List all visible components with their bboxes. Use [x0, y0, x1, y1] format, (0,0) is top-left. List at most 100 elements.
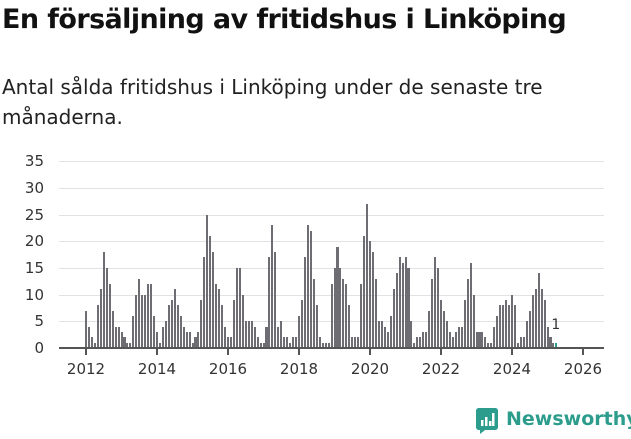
bar: [383, 326, 386, 348]
bar: [221, 305, 224, 348]
bar: [250, 321, 253, 348]
bar: [451, 337, 454, 348]
bar: [327, 342, 330, 348]
bar: [147, 283, 150, 348]
bar: [295, 337, 298, 348]
bar: [280, 321, 283, 348]
bar: [114, 326, 117, 348]
bar: [425, 331, 428, 348]
bar: [392, 289, 395, 348]
bar: [398, 257, 401, 348]
bar: [377, 321, 380, 348]
bar: [138, 278, 141, 348]
bar: [493, 326, 496, 348]
bar: [87, 326, 90, 348]
bar: [508, 305, 511, 348]
x-tick-label: 2024: [492, 360, 532, 378]
newsworthy-logo: Newsworthy: [476, 408, 631, 434]
bar: [519, 337, 522, 348]
bar: [363, 235, 366, 348]
bar: [380, 321, 383, 348]
bar: [141, 294, 144, 348]
bar: [158, 342, 161, 348]
bar: [437, 267, 440, 348]
bar: [132, 315, 135, 348]
x-tick-label: 2018: [279, 360, 319, 378]
bar: [170, 299, 173, 348]
x-tick: [227, 348, 229, 355]
bar: [410, 321, 413, 348]
bar: [289, 342, 292, 348]
bar: [516, 342, 519, 348]
bar: [549, 337, 552, 348]
y-tick-label: 15: [24, 258, 44, 277]
bar: [546, 326, 549, 348]
bar: [422, 331, 425, 348]
y-tick-label: 30: [24, 178, 44, 197]
bar: [528, 310, 531, 348]
bar: [176, 305, 179, 348]
x-tick-label: 2012: [66, 360, 106, 378]
bar: [540, 289, 543, 348]
bar: [401, 262, 404, 348]
bar: [247, 321, 250, 348]
bar: [164, 321, 167, 348]
chart-subtitle: Antal sålda fritidshus i Linköping under…: [2, 75, 543, 129]
bar: [475, 331, 478, 348]
latest-value-label: 1: [551, 316, 561, 333]
bar: [105, 267, 108, 348]
y-tick-label: 10: [24, 285, 44, 304]
bar: [502, 305, 505, 348]
bar: [277, 326, 280, 348]
bar: [292, 337, 295, 348]
bar: [374, 278, 377, 348]
gridline: [59, 214, 604, 216]
bar: [484, 337, 487, 348]
bar: [203, 257, 206, 348]
bar: [469, 262, 472, 348]
bar: [173, 289, 176, 348]
bar: [454, 331, 457, 348]
bar: [238, 267, 241, 348]
bar: [416, 337, 419, 348]
bar: [324, 342, 327, 348]
bar: [194, 337, 197, 348]
bar: [161, 326, 164, 348]
bar: [144, 294, 147, 348]
bar: [478, 331, 481, 348]
bar: [300, 299, 303, 348]
bar: [167, 305, 170, 348]
bar: [481, 331, 484, 348]
bar: [440, 299, 443, 348]
bar: [348, 305, 351, 348]
bar: [457, 326, 460, 348]
bar: [342, 278, 345, 348]
y-tick-label: 0: [34, 339, 44, 357]
bar: [200, 299, 203, 348]
brand-name: Newsworthy: [506, 408, 631, 430]
x-tick: [440, 348, 442, 355]
bar: [460, 326, 463, 348]
bar: [366, 203, 369, 348]
bar: [389, 315, 392, 348]
bar: [371, 251, 374, 348]
y-tick-label: 25: [24, 205, 44, 224]
bar: [102, 251, 105, 348]
bar: [90, 337, 93, 348]
bar: [126, 342, 129, 348]
bar: [259, 342, 262, 348]
bar: [496, 315, 499, 348]
gridline: [59, 267, 604, 269]
bar: [472, 294, 475, 348]
bar: [499, 305, 502, 348]
bar: [445, 321, 448, 348]
bar: [345, 283, 348, 348]
bar: [395, 273, 398, 348]
bar: [232, 299, 235, 348]
x-tick: [582, 348, 584, 355]
bar: [537, 273, 540, 348]
y-tick-label: 20: [24, 232, 44, 251]
bar: [513, 305, 516, 348]
x-tick-label: 2026: [563, 360, 603, 378]
x-axis: [59, 347, 604, 349]
